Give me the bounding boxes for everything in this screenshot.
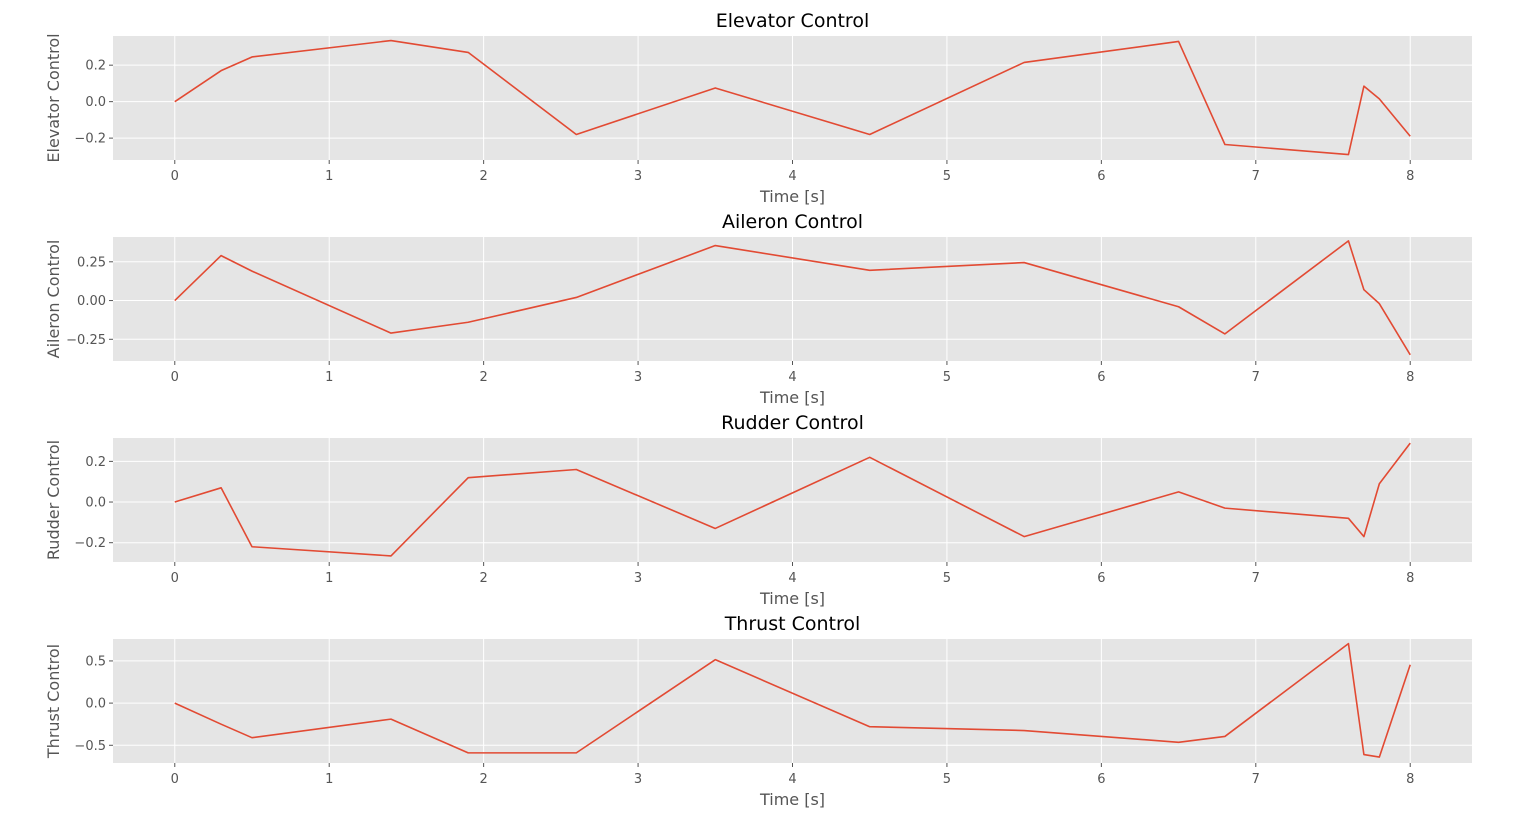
- series-line: [174, 442, 1411, 557]
- x-tick-label: 6: [1097, 571, 1105, 586]
- x-tick-label: 1: [325, 169, 333, 184]
- x-tick-label: 1: [325, 370, 333, 385]
- chart-title: Thrust Control: [724, 613, 861, 635]
- x-axis-label: Time [s]: [759, 589, 825, 608]
- x-axis-label: Time [s]: [759, 790, 825, 809]
- x-tick-label: 7: [1252, 169, 1260, 184]
- y-axis-label: Thrust Control: [44, 644, 63, 759]
- y-tick-label: 0.0: [85, 496, 106, 511]
- y-tick-label: −0.5: [74, 739, 106, 754]
- x-axis-label: Time [s]: [759, 187, 825, 206]
- x-tick-label: 4: [788, 169, 796, 184]
- chart-title: Elevator Control: [716, 10, 869, 32]
- x-tick-label: 1: [325, 772, 333, 787]
- y-axis-label: Elevator Control: [44, 33, 63, 162]
- x-tick-label: 5: [943, 571, 951, 586]
- x-tick-label: 7: [1252, 370, 1260, 385]
- series-line: [174, 642, 1411, 758]
- series-line: [174, 240, 1411, 356]
- x-tick-label: 0: [171, 772, 179, 787]
- x-tick-label: 8: [1406, 571, 1414, 586]
- x-tick-label: 2: [479, 169, 487, 184]
- x-tick-label: 5: [943, 772, 951, 787]
- y-tick-label: 0.5: [85, 654, 106, 669]
- x-tick-label: 0: [171, 571, 179, 586]
- y-tick-label: 0.00: [77, 294, 106, 309]
- y-axis-label: Rudder Control: [44, 440, 63, 560]
- y-tick-label: −0.2: [74, 132, 106, 147]
- x-tick-label: 6: [1097, 169, 1105, 184]
- x-tick-label: 3: [634, 370, 642, 385]
- y-tick-label: 0.2: [85, 455, 106, 470]
- series-line: [174, 39, 1411, 156]
- x-tick-label: 4: [788, 571, 796, 586]
- x-tick-label: 3: [634, 169, 642, 184]
- x-tick-label: 6: [1097, 370, 1105, 385]
- x-tick-label: 7: [1252, 571, 1260, 586]
- x-tick-label: 5: [943, 169, 951, 184]
- y-tick-label: −0.25: [66, 333, 106, 348]
- subplot-1: 0 1 2 3 4 5 6 7 8 −0.2 0.0 0.2 Elevator Control Time …: [44, 10, 1472, 206]
- chart-title: Rudder Control: [721, 412, 864, 434]
- subplot-4: 0 1 2 3 4 5 6 7 8 −0.5 0.0 0.5 Thrust Control Time [s…: [44, 613, 1472, 809]
- x-tick-label: 3: [634, 571, 642, 586]
- y-tick-label: 0.0: [85, 95, 106, 110]
- x-tick-label: 0: [171, 370, 179, 385]
- x-tick-label: 5: [943, 370, 951, 385]
- subplot-2: 0 1 2 3 4 5 6 7 8 −0.25 0.00 0.25 Aileron Control Tim…: [44, 211, 1472, 407]
- y-tick-label: 0.0: [85, 697, 106, 712]
- x-tick-label: 1: [325, 571, 333, 586]
- x-tick-label: 0: [171, 169, 179, 184]
- x-axis-label: Time [s]: [759, 388, 825, 407]
- x-tick-label: 8: [1406, 772, 1414, 787]
- y-tick-label: 0.2: [85, 59, 106, 74]
- x-tick-label: 6: [1097, 772, 1105, 787]
- x-tick-label: 7: [1252, 772, 1260, 787]
- x-tick-label: 2: [479, 370, 487, 385]
- x-tick-label: 2: [479, 772, 487, 787]
- x-tick-label: 2: [479, 571, 487, 586]
- y-tick-label: 0.25: [77, 255, 106, 270]
- y-tick-label: −0.2: [74, 536, 106, 551]
- x-tick-label: 4: [788, 370, 796, 385]
- x-tick-label: 8: [1406, 169, 1414, 184]
- x-tick-label: 3: [634, 772, 642, 787]
- x-tick-label: 8: [1406, 370, 1414, 385]
- y-axis-label: Aileron Control: [44, 240, 63, 359]
- subplot-3: 0 1 2 3 4 5 6 7 8 −0.2 0.0 0.2 Rudder Control Time [s…: [44, 412, 1472, 608]
- x-tick-label: 4: [788, 772, 796, 787]
- chart-title: Aileron Control: [722, 211, 863, 233]
